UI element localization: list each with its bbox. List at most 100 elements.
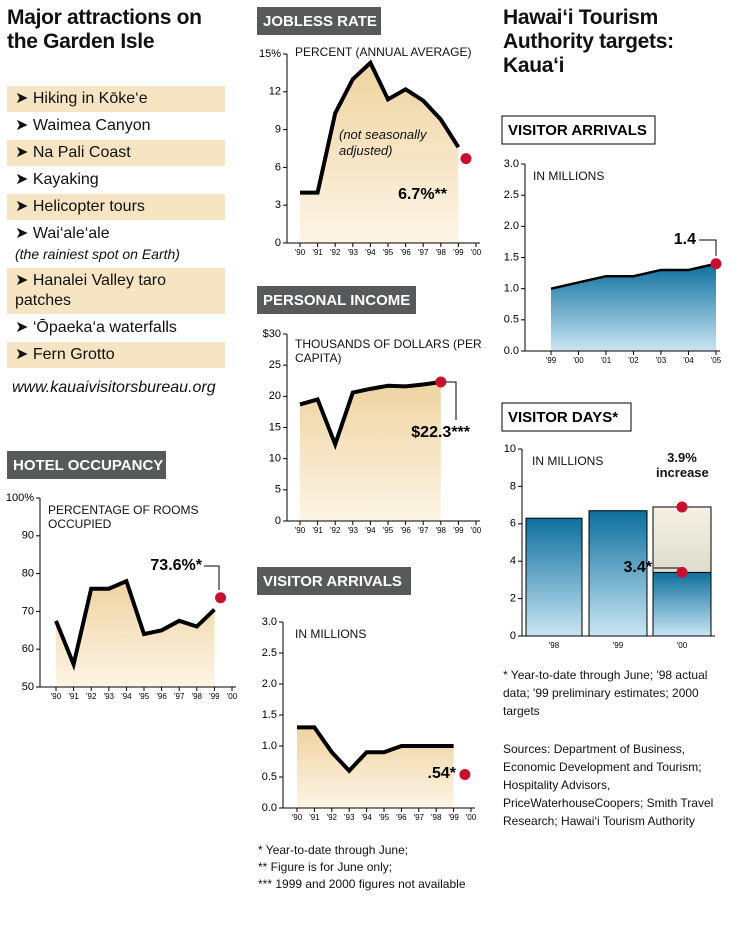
attraction: ➤ Kayaking <box>7 167 225 193</box>
highlight-label: 1.4 <box>674 231 696 248</box>
arrow: ➤ <box>15 225 33 242</box>
x-tick-label: '99 <box>448 813 459 822</box>
y-tick-label: 2.0 <box>262 678 277 690</box>
x-tick-label: '00 <box>471 248 482 257</box>
y-tick-label: 3.0 <box>504 158 519 170</box>
y-tick-label: 15% <box>259 48 281 60</box>
x-tick-label: '01 <box>601 356 612 365</box>
x-tick-label: '92 <box>330 526 341 535</box>
attraction: ➤ Waimea Canyon <box>7 113 225 139</box>
y-tick-label: 90 <box>22 530 34 542</box>
y-tick-label: 10 <box>504 443 516 455</box>
y-tick-label: 100% <box>6 492 34 504</box>
x-tick-label: '94 <box>361 813 372 822</box>
attraction-text: Na Pali Coast <box>32 144 131 161</box>
y-axis-label: IN MILLIONS <box>533 169 605 183</box>
chart-header: VISITOR ARRIVALS <box>263 573 402 590</box>
x-tick-label: '92 <box>86 692 97 701</box>
attraction-text: ‘Ōpaeka‘a waterfalls <box>32 319 177 336</box>
highlight-dot <box>215 592 227 604</box>
attraction-text: Kayaking <box>32 171 99 188</box>
line <box>300 59 461 195</box>
chart-header: VISITOR ARRIVALS <box>508 122 647 139</box>
y-tick-label: 1.0 <box>504 283 519 295</box>
arrow: ➤ <box>15 198 33 215</box>
annotation: 3.9% increase <box>656 450 709 480</box>
x-tick-label: '03 <box>656 356 667 365</box>
attraction-text: Hiking in Kōke‘e <box>32 90 148 107</box>
x-tick-label: '98 <box>192 692 203 701</box>
attraction-text: Fern Grotto <box>32 346 115 363</box>
x-tick-label: '00 <box>227 692 238 701</box>
x-tick-label: '96 <box>400 248 411 257</box>
annotation: (not seasonally adjusted) <box>339 127 427 158</box>
chart-header-box <box>7 451 166 479</box>
y-tick-label: 20 <box>269 390 281 402</box>
x-tick-label: '00 <box>466 813 477 822</box>
highlight-dot <box>459 769 471 781</box>
x-tick-label: '94 <box>365 248 376 257</box>
arrow: ➤ <box>15 346 33 363</box>
x-tick-label: '93 <box>344 813 355 822</box>
highlight-label: 6.7%** <box>398 186 448 203</box>
highlight-label: $22.3*** <box>411 424 470 441</box>
x-tick-label: '91 <box>312 248 323 257</box>
y-tick-label: 60 <box>22 643 34 655</box>
x-tick-label: '90 <box>295 248 306 257</box>
x-tick-label: '96 <box>396 813 407 822</box>
x-tick-label: '94 <box>121 692 132 701</box>
x-tick-label: '98 <box>549 641 560 650</box>
attraction: ➤ Fern Grotto <box>7 342 225 368</box>
y-tick-label: 50 <box>22 681 34 693</box>
arrow: ➤ <box>15 272 33 289</box>
ytd-label: 3.4* <box>624 559 653 576</box>
y-tick-label: 0.5 <box>262 771 277 783</box>
footnote-line: ** Figure is for June only; <box>258 860 393 874</box>
x-tick-label: '00 <box>471 526 482 535</box>
y-tick-label: 2.5 <box>262 647 277 659</box>
chart-header-box <box>257 567 411 595</box>
x-tick-label: '00 <box>677 641 688 650</box>
y-axis-label: IN MILLIONS <box>532 454 604 468</box>
attraction-list: ➤ Hiking in Kōke‘e ➤ Waimea Canyon ➤ Na Pa… <box>7 86 225 369</box>
y-tick-label: 3.0 <box>262 616 277 628</box>
chart-header-box <box>257 286 416 314</box>
x-tick-label: '95 <box>139 692 150 701</box>
y-tick-label: 1.5 <box>504 251 519 263</box>
y-tick-label: 0.0 <box>504 345 519 357</box>
attraction-note: (the rainiest spot on Earth) <box>15 246 180 262</box>
highlight-label: .54* <box>428 765 457 782</box>
x-tick-label: '96 <box>400 526 411 535</box>
attraction: ➤ Hanalei Valley taro patches <box>7 268 225 314</box>
x-tick-label: '99 <box>613 641 624 650</box>
attraction: ➤ Wai‘ale‘ale (the rainiest spot on Earth… <box>7 221 225 267</box>
y-tick-label: 0 <box>275 515 281 527</box>
area <box>551 263 716 351</box>
arrow: ➤ <box>15 144 33 161</box>
x-tick-label: '92 <box>330 248 341 257</box>
highlight-dot <box>460 153 472 165</box>
x-tick-label: '91 <box>68 692 79 701</box>
attraction: ➤ ‘Ōpaeka‘a waterfalls <box>7 315 225 341</box>
arrow: ➤ <box>15 117 33 134</box>
x-tick-label: '91 <box>309 813 320 822</box>
x-tick-label: '90 <box>292 813 303 822</box>
chart-header: JOBLESS RATE <box>263 13 377 30</box>
y-tick-label: 0 <box>275 237 281 249</box>
y-axis-label: THOUSANDS OF DOLLARS (PER CAPITA) <box>295 337 482 365</box>
attraction: ➤ Na Pali Coast <box>7 140 225 166</box>
x-tick-label: '99 <box>209 692 220 701</box>
y-tick-label: 1.0 <box>262 740 277 752</box>
bar <box>525 517 583 637</box>
footnote: * Year-to-date through June; '98 actual … <box>503 668 708 718</box>
chart-header: VISITOR DAYS* <box>508 409 618 426</box>
y-axis-label: PERCENT (ANNUAL AVERAGE) <box>295 45 472 59</box>
x-tick-label: '90 <box>51 692 62 701</box>
url: www.kauaivisitorsbureau.org <box>12 379 216 396</box>
x-tick-label: '98 <box>436 248 447 257</box>
x-tick-label: '93 <box>104 692 115 701</box>
hta-title: Hawai‘i Tourism Authority targets: Kaua‘… <box>503 6 674 77</box>
ytd-bar <box>652 571 712 637</box>
y-tick-label: 0.5 <box>504 314 519 326</box>
